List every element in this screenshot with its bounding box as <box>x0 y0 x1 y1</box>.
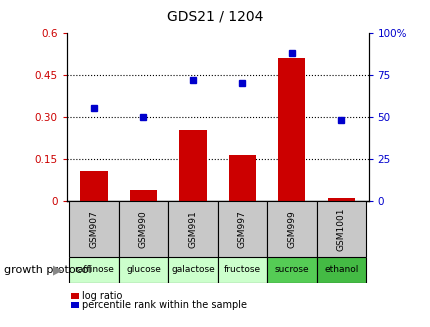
Text: GDS21 / 1204: GDS21 / 1204 <box>167 10 263 24</box>
Bar <box>80 171 108 201</box>
Bar <box>327 198 354 201</box>
Bar <box>316 257 365 283</box>
Bar <box>267 201 316 257</box>
Text: fructose: fructose <box>223 265 260 274</box>
Text: GSM991: GSM991 <box>188 210 197 248</box>
Text: sucrose: sucrose <box>274 265 308 274</box>
Text: GSM999: GSM999 <box>287 210 296 248</box>
Bar <box>118 201 168 257</box>
Bar <box>316 201 365 257</box>
Bar <box>228 155 255 201</box>
Text: raffinose: raffinose <box>74 265 114 274</box>
Text: galactose: galactose <box>171 265 214 274</box>
Bar <box>179 129 206 201</box>
Bar <box>217 201 267 257</box>
Bar <box>217 257 267 283</box>
Text: GSM907: GSM907 <box>89 210 98 248</box>
Bar <box>118 257 168 283</box>
Text: glucose: glucose <box>126 265 160 274</box>
Bar <box>69 201 118 257</box>
Text: GSM997: GSM997 <box>237 210 246 248</box>
Text: log ratio: log ratio <box>82 291 122 301</box>
Bar <box>278 58 305 201</box>
Bar <box>168 201 217 257</box>
Bar <box>69 257 118 283</box>
Bar <box>168 257 217 283</box>
Text: percentile rank within the sample: percentile rank within the sample <box>82 300 246 310</box>
Text: GSM1001: GSM1001 <box>336 207 345 251</box>
Text: GSM990: GSM990 <box>138 210 147 248</box>
Text: ▶: ▶ <box>53 263 62 276</box>
Text: growth protocol: growth protocol <box>4 265 92 275</box>
Bar <box>267 257 316 283</box>
Text: ethanol: ethanol <box>323 265 358 274</box>
Bar <box>129 190 157 201</box>
